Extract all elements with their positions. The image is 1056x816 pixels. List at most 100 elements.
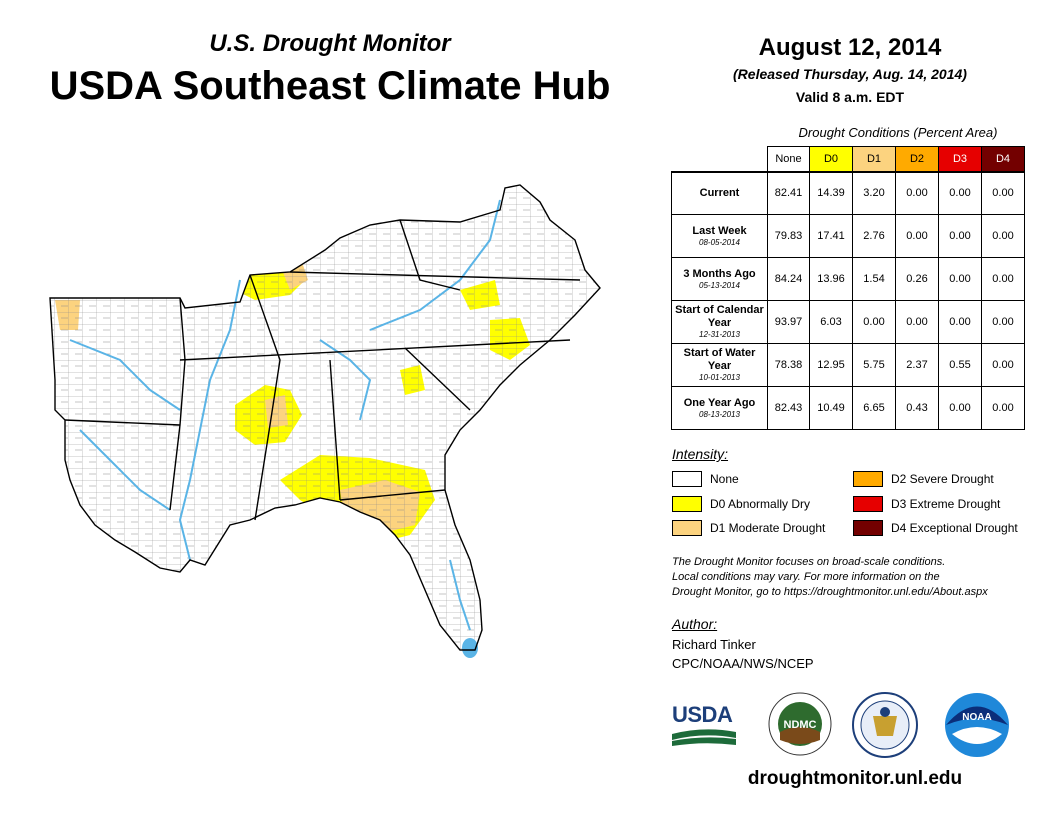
table-cell: 0.26 [895, 257, 939, 301]
table-cell: 0.00 [981, 170, 1025, 215]
legend-item-d4: D4 Exceptional Drought [853, 520, 1018, 536]
legend-swatch [853, 520, 883, 536]
arkansas-river [69, 339, 181, 411]
author-organization: CPC/NOAA/NWS/NCEP [672, 656, 814, 671]
table-header-row: None D0 D1 D2 D3 D4 [672, 146, 1025, 172]
map-title: USDA Southeast Climate Hub [49, 64, 611, 108]
table-row: One Year Ago 08-13-2013 82.43 10.49 6.65 … [671, 386, 1025, 430]
website-link[interactable]: droughtmonitor.unl.edu [747, 768, 963, 789]
table-cell: 6.03 [809, 300, 853, 344]
table-cell: 0.00 [938, 386, 982, 430]
ndmc-logo: NDMC [768, 692, 832, 756]
legend-item-d2: D2 Severe Drought [853, 471, 994, 487]
drought-conditions-table: None D0 D1 D2 D3 D4 Current 82.41 14.39 … [671, 146, 1025, 430]
legend-swatch [853, 496, 883, 512]
legend-swatch [672, 471, 702, 487]
table-cell: 0.00 [895, 214, 939, 258]
legend-swatch [672, 520, 702, 536]
ndmc-logo-text: NDMC [784, 719, 817, 731]
legend-item-d0: D0 Abnormally Dry [672, 496, 810, 512]
usda-logo-text: USDA [672, 702, 733, 727]
disclaimer-note: The Drought Monitor focuses on broad-sca… [672, 555, 1042, 600]
noaa-logo: NOAA [945, 693, 1009, 757]
table-cell: 14.39 [809, 170, 853, 215]
table-cell: 2.37 [895, 343, 939, 387]
table-cell: 17.41 [809, 214, 853, 258]
table-cell: 0.00 [981, 257, 1025, 301]
legend-label: D1 Moderate Drought [710, 521, 826, 535]
table-cell: 82.41 [767, 170, 810, 215]
map-subtitle: U.S. Drought Monitor [209, 30, 451, 57]
tennessee-river [319, 339, 372, 421]
table-cell: 13.96 [809, 257, 853, 301]
st-johns-river [449, 559, 471, 631]
table-cell: 12.95 [809, 343, 853, 387]
appalachian-river [369, 199, 501, 331]
legend-label: None [710, 472, 739, 486]
table-cell: 0.00 [981, 386, 1025, 430]
note-line: The Drought Monitor focuses on broad-sca… [672, 556, 946, 568]
table-cell: 0.00 [981, 300, 1025, 344]
row-label: 3 Months Ago 05-13-2014 [671, 257, 768, 301]
table-caption: Drought Conditions (Percent Area) [798, 125, 998, 140]
table-cell: 0.00 [938, 170, 982, 215]
author-heading: Author: [672, 616, 718, 632]
rivers [69, 199, 501, 631]
release-date: (Released Thursday, Aug. 14, 2014) [733, 66, 967, 82]
col-header-d4: D4 [981, 146, 1025, 172]
note-line: Drought Monitor, go to https://droughtmo… [672, 586, 988, 598]
table-cell: 1.54 [852, 257, 896, 301]
col-header-none: None [767, 146, 810, 172]
valid-time: Valid 8 a.m. EDT [795, 89, 905, 105]
drought-map [49, 184, 601, 658]
table-cell: 0.43 [895, 386, 939, 430]
table-cell: 10.49 [809, 386, 853, 430]
row-label: One Year Ago 08-13-2013 [671, 386, 768, 430]
usda-swoosh-icon [672, 729, 736, 746]
legend-label: D3 Extreme Drought [891, 497, 1001, 511]
table-cell: 0.00 [938, 257, 982, 301]
legend-label: D0 Abnormally Dry [710, 497, 811, 511]
table-cell: 6.65 [852, 386, 896, 430]
col-header-d1: D1 [852, 146, 896, 172]
table-cell: 0.00 [895, 300, 939, 344]
lake-okeechobee [462, 638, 478, 658]
state-borders [49, 184, 601, 651]
legend-title: Intensity: [672, 446, 729, 462]
table-cell: 0.00 [852, 300, 896, 344]
table-cell: 2.76 [852, 214, 896, 258]
county-lines [50, 185, 600, 650]
table-cell: 0.00 [981, 214, 1025, 258]
row-label: Start of Water Year 10-01-2013 [671, 343, 768, 387]
table-row: 3 Months Ago 05-13-2014 84.24 13.96 1.54 … [671, 257, 1025, 301]
table-cell: 0.00 [938, 300, 982, 344]
table-cell: 84.24 [767, 257, 810, 301]
doc-seal-logo [852, 692, 918, 758]
table-cell: 79.83 [767, 214, 810, 258]
legend-label: D2 Severe Drought [891, 472, 994, 486]
col-header-d2: D2 [895, 146, 939, 172]
table-cell: 0.00 [938, 214, 982, 258]
legend-swatch [672, 496, 702, 512]
usda-logo: USDA [672, 702, 736, 746]
red-river [79, 429, 171, 511]
table-cell: 78.38 [767, 343, 810, 387]
table-cell: 0.00 [895, 170, 939, 215]
legend-swatch [853, 471, 883, 487]
table-cell: 93.97 [767, 300, 810, 344]
noaa-logo-text: NOAA [962, 712, 991, 723]
legend-label: D4 Exceptional Drought [891, 521, 1018, 535]
table-cell: 5.75 [852, 343, 896, 387]
table-row: Start of Calendar Year 12-31-2013 93.97 6… [671, 300, 1025, 344]
table-cell: 82.43 [767, 386, 810, 430]
col-header-d3: D3 [938, 146, 982, 172]
table-cell: 3.20 [852, 170, 896, 215]
author-name: Richard Tinker [672, 637, 756, 652]
table-row: Current 82.41 14.39 3.20 0.00 0.00 0.00 [671, 170, 1025, 215]
table-row: Start of Water Year 10-01-2013 78.38 12.9… [671, 343, 1025, 387]
legend-item-d1: D1 Moderate Drought [672, 520, 825, 536]
row-label: Last Week 08-05-2014 [671, 214, 768, 258]
row-label: Current [671, 170, 768, 215]
table-cell: 0.00 [981, 343, 1025, 387]
valid-date: August 12, 2014 [758, 34, 942, 61]
